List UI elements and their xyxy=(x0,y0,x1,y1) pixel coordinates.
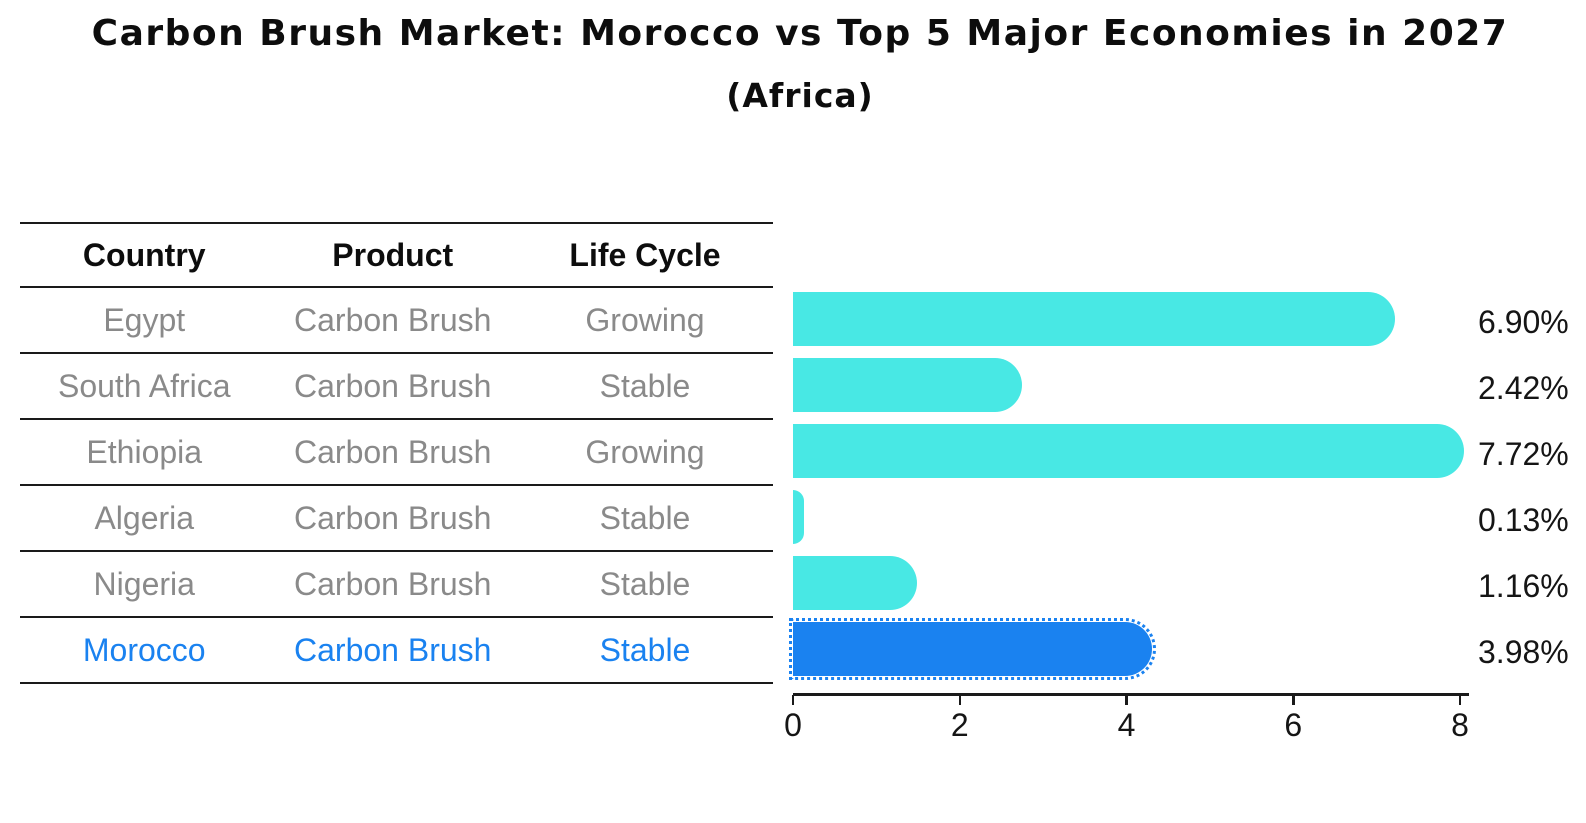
life-cycle-cell: Stable xyxy=(599,631,691,668)
product-cell: Carbon Brush xyxy=(294,301,492,338)
column-header-country: Country xyxy=(82,236,206,273)
country-cell: Ethiopia xyxy=(86,433,203,470)
x-axis-tick xyxy=(791,695,795,705)
country-cell: Morocco xyxy=(82,631,206,668)
bar-row-3 xyxy=(793,490,804,544)
x-axis-tick xyxy=(1125,695,1128,705)
product-cell: Carbon Brush xyxy=(294,499,492,536)
bar-row-1 xyxy=(793,358,1022,412)
x-axis xyxy=(793,693,1469,696)
country-cell: South Africa xyxy=(57,367,231,404)
bar-row-4 xyxy=(793,556,917,610)
chart-title: Carbon Brush Market: Morocco vs Top 5 Ma… xyxy=(91,13,1509,54)
bar-row-2 xyxy=(793,424,1464,478)
product-cell: Carbon Brush xyxy=(294,631,492,668)
product-cell: Carbon Brush xyxy=(294,433,492,470)
x-axis-tick-label: 8 xyxy=(1451,707,1469,743)
life-cycle-cell: Growing xyxy=(585,301,705,338)
x-axis-tick xyxy=(958,695,961,705)
bar-value-label: 3.98% xyxy=(1478,634,1569,670)
life-cycle-cell: Stable xyxy=(599,367,691,404)
table-row: Ethiopia Carbon Brush Growing xyxy=(20,420,773,486)
bar-row-5-highlighted xyxy=(789,618,1156,680)
bar-value-label: 1.16% xyxy=(1478,568,1569,604)
table-header-row: Country Product Life Cycle xyxy=(20,224,773,288)
table-row: South Africa Carbon Brush Stable xyxy=(20,354,773,420)
chart-subtitle: (Africa) xyxy=(726,76,874,115)
x-axis-tick xyxy=(1458,695,1462,705)
column-header-product: Product xyxy=(332,236,454,273)
product-cell: Carbon Brush xyxy=(294,367,492,404)
x-axis-tick-label: 0 xyxy=(784,707,802,743)
x-axis-tick-label: 6 xyxy=(1284,707,1303,743)
bar-value-label: 0.13% xyxy=(1478,502,1569,538)
bar-value-label: 6.90% xyxy=(1478,304,1569,340)
product-cell: Carbon Brush xyxy=(294,565,492,602)
life-cycle-cell: Growing xyxy=(585,433,705,470)
bar-row-0 xyxy=(793,292,1396,346)
x-axis-tick xyxy=(1292,695,1295,705)
table-row-highlighted: Morocco Carbon Brush Stable xyxy=(20,618,773,684)
bar-value-label: 7.72% xyxy=(1478,436,1569,472)
life-cycle-cell: Stable xyxy=(599,499,691,536)
table-row: Egypt Carbon Brush Growing xyxy=(20,288,773,354)
table-row: Algeria Carbon Brush Stable xyxy=(20,486,773,552)
life-cycle-cell: Stable xyxy=(599,565,691,602)
country-cell: Algeria xyxy=(94,499,195,536)
country-cell: Nigeria xyxy=(93,565,195,602)
country-info-table: Country Product Life Cycle Egypt Carbon … xyxy=(20,222,773,684)
bar-value-label: 2.42% xyxy=(1478,370,1569,406)
column-header-life-cycle: Life Cycle xyxy=(569,236,721,273)
country-cell: Egypt xyxy=(103,301,186,338)
x-axis-tick-label: 2 xyxy=(950,707,969,743)
table-row: Nigeria Carbon Brush Stable xyxy=(20,552,773,618)
x-axis-tick-label: 4 xyxy=(1117,707,1136,743)
